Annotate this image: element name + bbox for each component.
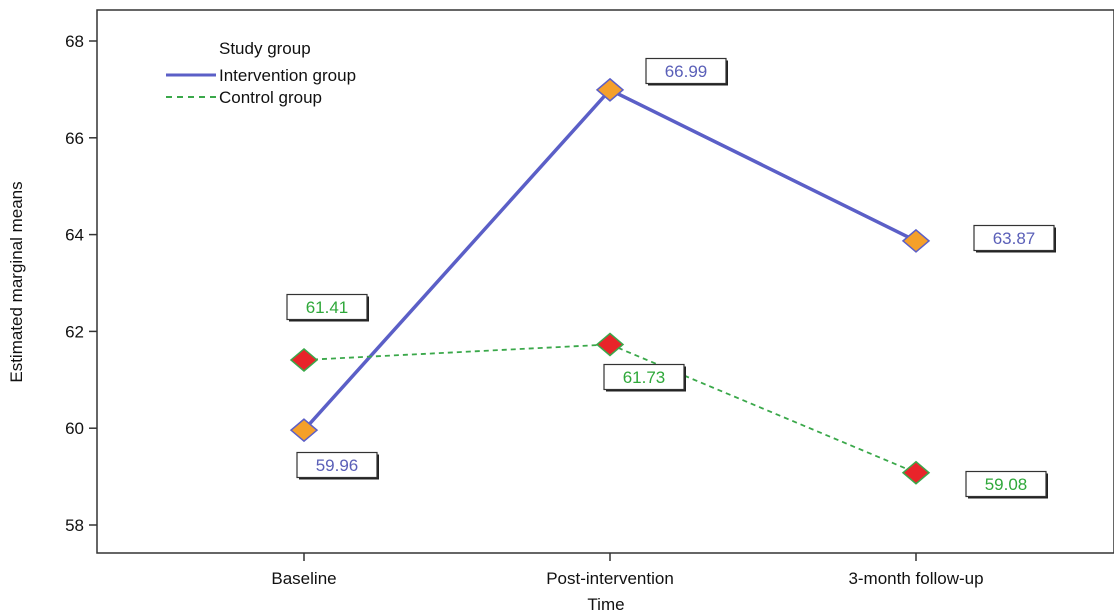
value-label-0-2: 63.87 bbox=[993, 229, 1036, 248]
series-1: 61.41 61.73 59.08 bbox=[286, 293, 1048, 499]
value-label-1-1: 61.73 bbox=[623, 368, 666, 387]
y-axis: 58 60 62 64 66 68 bbox=[65, 32, 97, 535]
x-tick-label-1: Post-intervention bbox=[546, 569, 674, 588]
series-marker-0-2 bbox=[901, 228, 931, 253]
legend-label-control: Control group bbox=[219, 88, 322, 107]
plot-frame bbox=[96, 9, 1114, 554]
x-tick-label-0: Baseline bbox=[271, 569, 336, 588]
series-marker-0-1 bbox=[595, 77, 625, 102]
y-tick-label-68: 68 bbox=[65, 32, 84, 51]
value-label-0-0: 59.96 bbox=[316, 456, 359, 475]
series-marker-1-1 bbox=[595, 332, 625, 357]
legend-title: Study group bbox=[219, 39, 311, 58]
value-label-box-1-2 bbox=[965, 470, 1047, 498]
value-label-1-2: 59.08 bbox=[985, 475, 1028, 494]
y-tick-label-66: 66 bbox=[65, 129, 84, 148]
value-label-box-0-1 bbox=[645, 57, 727, 85]
series-0: 59.96 66.99 63.87 bbox=[289, 57, 1056, 480]
value-label-box-1-0 bbox=[286, 293, 368, 321]
value-label-box-0-0 bbox=[296, 451, 378, 479]
x-tick-label-2: 3-month follow-up bbox=[848, 569, 983, 588]
value-label-0-1: 66.99 bbox=[665, 62, 708, 81]
series-marker-1-2 bbox=[901, 460, 931, 485]
x-axis-label: Time bbox=[587, 595, 624, 614]
legend: Study group Intervention group Control g… bbox=[166, 39, 356, 107]
value-label-box-1-1 bbox=[603, 363, 685, 391]
y-tick-label-58: 58 bbox=[65, 516, 84, 535]
y-tick-label-62: 62 bbox=[65, 322, 84, 341]
value-label-box-0-2 bbox=[973, 224, 1055, 252]
series-marker-1-0 bbox=[289, 347, 319, 372]
series-layer: 59.96 66.99 63.87 61.41 61.73 59.08 bbox=[286, 57, 1056, 499]
y-axis-label: Estimated marginal means bbox=[7, 181, 26, 382]
value-label-1-0: 61.41 bbox=[306, 298, 349, 317]
legend-label-intervention: Intervention group bbox=[219, 66, 356, 85]
series-marker-0-0 bbox=[289, 418, 319, 443]
y-tick-label-64: 64 bbox=[65, 226, 84, 245]
y-tick-label-60: 60 bbox=[65, 419, 84, 438]
x-axis: Baseline Post-intervention 3-month follow-… bbox=[271, 553, 984, 588]
